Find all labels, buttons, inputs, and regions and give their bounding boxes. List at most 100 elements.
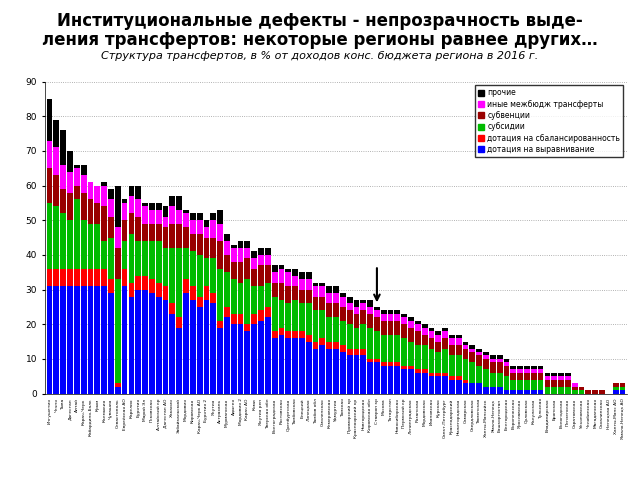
Bar bbox=[272, 272, 278, 283]
Bar bbox=[449, 345, 455, 356]
Bar bbox=[183, 279, 189, 293]
Bar bbox=[565, 387, 571, 394]
Bar bbox=[483, 369, 489, 387]
Bar bbox=[176, 224, 182, 248]
Bar bbox=[129, 297, 134, 394]
Bar bbox=[67, 269, 73, 286]
Bar bbox=[367, 307, 373, 314]
Bar bbox=[449, 380, 455, 394]
Bar bbox=[551, 387, 557, 394]
Bar bbox=[115, 227, 121, 248]
Bar bbox=[285, 303, 291, 331]
Bar bbox=[224, 317, 230, 394]
Bar bbox=[149, 224, 155, 241]
Bar bbox=[142, 224, 148, 241]
Bar bbox=[156, 297, 161, 394]
Bar bbox=[211, 220, 216, 238]
Bar bbox=[244, 331, 250, 394]
Bar bbox=[511, 366, 516, 369]
Bar bbox=[292, 276, 298, 286]
Bar bbox=[333, 303, 339, 317]
Bar bbox=[558, 373, 564, 376]
Bar bbox=[538, 373, 543, 380]
Bar bbox=[442, 331, 448, 338]
Bar bbox=[353, 314, 359, 328]
Bar bbox=[517, 380, 523, 390]
Bar bbox=[319, 286, 325, 297]
Bar bbox=[217, 224, 223, 241]
Bar bbox=[435, 331, 441, 335]
Bar bbox=[81, 286, 86, 394]
Bar bbox=[572, 383, 577, 387]
Bar bbox=[156, 283, 161, 297]
Bar bbox=[340, 321, 346, 345]
Bar bbox=[429, 376, 435, 394]
Bar bbox=[353, 307, 359, 314]
Bar bbox=[340, 297, 346, 307]
Bar bbox=[476, 352, 482, 356]
Bar bbox=[326, 303, 332, 317]
Bar bbox=[538, 366, 543, 369]
Bar bbox=[74, 269, 80, 286]
Bar bbox=[252, 258, 257, 269]
Bar bbox=[394, 335, 400, 362]
Bar bbox=[252, 324, 257, 394]
Bar bbox=[565, 373, 571, 376]
Bar bbox=[442, 328, 448, 331]
Bar bbox=[456, 380, 461, 394]
Bar bbox=[333, 317, 339, 342]
Bar bbox=[156, 203, 161, 210]
Bar bbox=[224, 234, 230, 241]
Bar bbox=[538, 390, 543, 394]
Bar bbox=[278, 265, 284, 269]
Bar bbox=[115, 279, 121, 383]
Bar bbox=[579, 387, 584, 390]
Bar bbox=[122, 203, 127, 220]
Bar bbox=[231, 248, 237, 262]
Bar bbox=[183, 248, 189, 279]
Bar bbox=[551, 376, 557, 380]
Bar bbox=[504, 390, 509, 394]
Bar bbox=[476, 383, 482, 394]
Bar bbox=[88, 224, 93, 269]
Bar bbox=[470, 383, 476, 394]
Bar bbox=[142, 289, 148, 394]
Bar bbox=[252, 286, 257, 314]
Bar bbox=[449, 338, 455, 345]
Bar bbox=[313, 311, 319, 342]
Bar bbox=[156, 210, 161, 224]
Bar bbox=[196, 213, 202, 220]
Bar bbox=[313, 348, 319, 394]
Bar bbox=[54, 147, 60, 175]
Bar bbox=[319, 345, 325, 394]
Bar bbox=[142, 241, 148, 276]
Bar bbox=[579, 390, 584, 394]
Text: ления трансфертов: некоторые регионы равнее других…: ления трансфертов: некоторые регионы рав… bbox=[42, 31, 598, 49]
Bar bbox=[272, 265, 278, 272]
Bar bbox=[285, 272, 291, 286]
Bar bbox=[285, 338, 291, 394]
Bar bbox=[401, 317, 407, 324]
Bar bbox=[95, 186, 100, 203]
Bar bbox=[360, 300, 366, 303]
Text: Структура трансфертов, в % от доходов конс. бюджета региона в 2016 г.: Структура трансфертов, в % от доходов ко… bbox=[101, 51, 539, 61]
Bar bbox=[101, 186, 107, 206]
Bar bbox=[163, 206, 168, 217]
Bar bbox=[463, 380, 468, 383]
Bar bbox=[278, 283, 284, 300]
Bar bbox=[252, 252, 257, 258]
Bar bbox=[470, 345, 476, 348]
Bar bbox=[374, 362, 380, 394]
Bar bbox=[47, 203, 52, 269]
Bar bbox=[292, 286, 298, 300]
Bar bbox=[252, 314, 257, 324]
Bar bbox=[156, 241, 161, 283]
Bar bbox=[67, 151, 73, 172]
Bar bbox=[54, 286, 60, 394]
Bar bbox=[122, 200, 127, 203]
Bar bbox=[74, 165, 80, 168]
Bar bbox=[524, 373, 530, 380]
Bar bbox=[135, 289, 141, 394]
Bar bbox=[231, 244, 237, 248]
Bar bbox=[272, 338, 278, 394]
